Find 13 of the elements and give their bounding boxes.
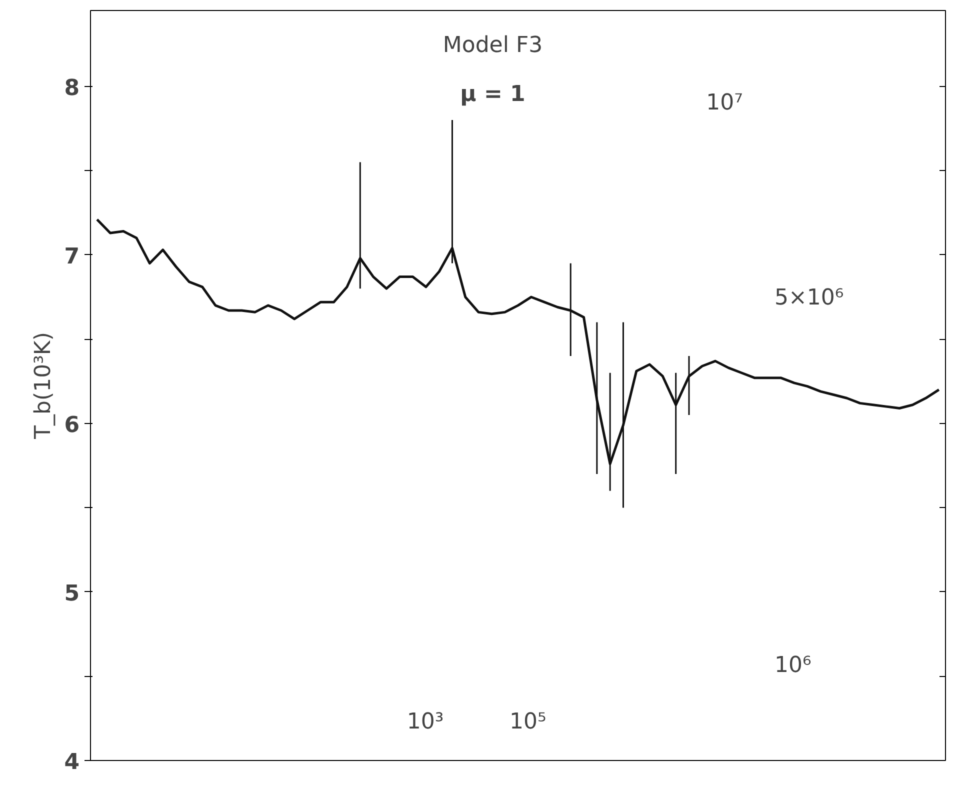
- annotation: 5×10⁶: [774, 286, 844, 310]
- annotation: 10⁷: [706, 90, 743, 116]
- annotation: 10³: [406, 709, 444, 734]
- y-tick-label: 6: [64, 412, 80, 438]
- y-tick-label: 5: [64, 581, 80, 606]
- y-tick-label: 4: [64, 750, 80, 775]
- text: μ = 1: [460, 82, 526, 107]
- text: Model F3: [442, 33, 543, 58]
- y-tick-label: 8: [64, 76, 80, 101]
- annotation: 10⁵: [509, 709, 546, 734]
- y-axis-title: T_b(10³K): [31, 332, 56, 440]
- y-tick-label: 7: [64, 244, 80, 270]
- annotation: 10⁶: [774, 653, 812, 678]
